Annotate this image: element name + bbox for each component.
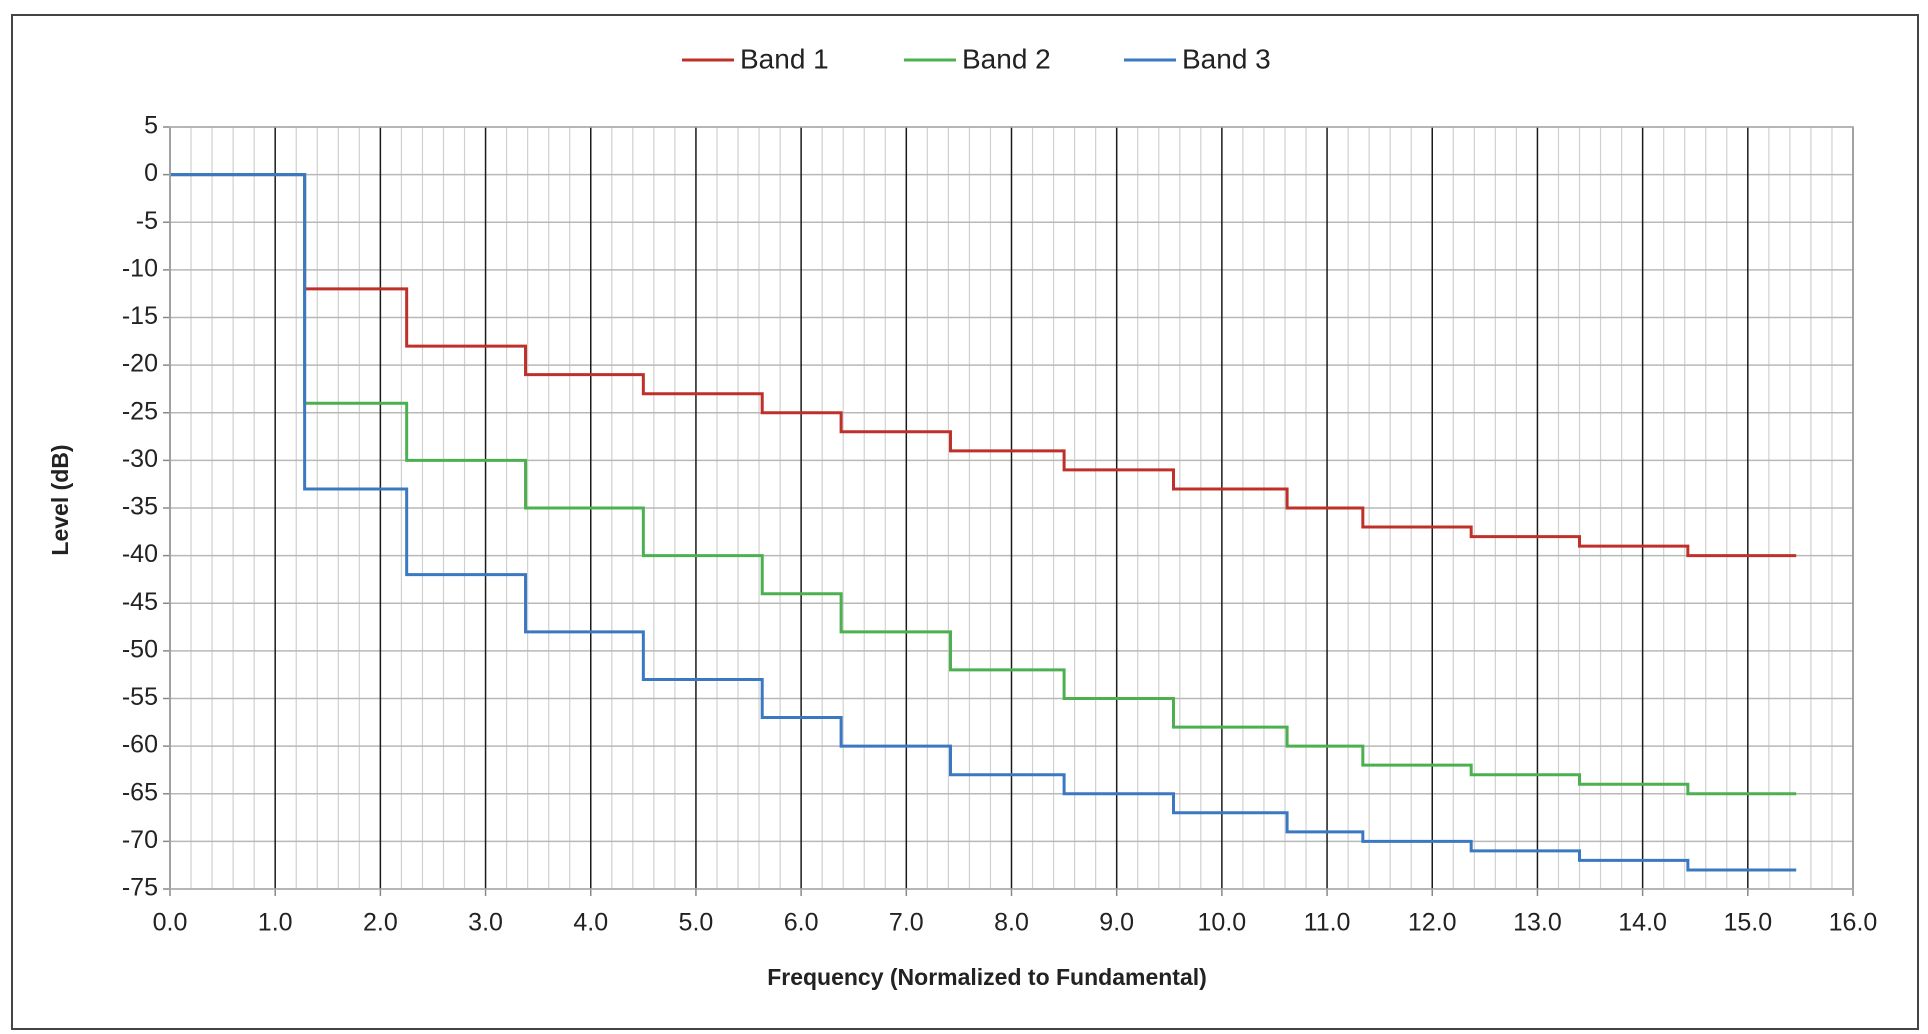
x-tick-label: 8.0 <box>994 909 1029 937</box>
x-tick-label: 5.0 <box>679 909 714 937</box>
y-tick-label: -55 <box>122 683 158 711</box>
y-tick-label: -40 <box>122 540 158 568</box>
y-tick-label: -70 <box>122 826 158 854</box>
x-tick-label: 0.0 <box>153 909 188 937</box>
y-tick-label: -20 <box>122 350 158 378</box>
x-tick-label: 3.0 <box>468 909 503 937</box>
x-tick-label: 4.0 <box>573 909 608 937</box>
x-tick-label: 13.0 <box>1513 909 1562 937</box>
x-tick-label: 1.0 <box>258 909 293 937</box>
legend-label: Band 3 <box>1182 43 1271 74</box>
x-tick-label: 15.0 <box>1723 909 1772 937</box>
step-line <box>170 173 1797 796</box>
x-axis-title: Frequency (Normalized to Fundamental) <box>767 964 1207 990</box>
y-tick-label: -25 <box>122 397 158 425</box>
y-tick-label: -15 <box>122 302 158 330</box>
grid <box>169 126 1854 890</box>
y-tick-label: -30 <box>122 445 158 473</box>
x-tick-label: 14.0 <box>1618 909 1667 937</box>
step-line <box>170 173 1797 558</box>
y-axis-title: Level (dB) <box>47 444 73 555</box>
step-line <box>170 173 1797 872</box>
x-tick-label: 12.0 <box>1408 909 1457 937</box>
x-tick-label: 10.0 <box>1198 909 1247 937</box>
y-tick-label: -35 <box>122 493 158 521</box>
chart-border <box>11 14 1919 1030</box>
y-tick-label: -45 <box>122 588 158 616</box>
y-tick-label: -65 <box>122 778 158 806</box>
y-tick-label: -60 <box>122 731 158 759</box>
y-tick-label: -50 <box>122 635 158 663</box>
x-tick-label: 9.0 <box>1099 909 1134 937</box>
y-tick-label: 5 <box>144 112 158 140</box>
x-tick-label: 11.0 <box>1304 909 1351 937</box>
x-tick-label: 6.0 <box>784 909 819 937</box>
legend-label: Band 1 <box>740 43 829 74</box>
plot-frame <box>169 126 1854 890</box>
y-tick-label: -75 <box>122 874 158 902</box>
x-tick-label: 16.0 <box>1829 909 1878 937</box>
x-tick-label: 2.0 <box>363 909 398 937</box>
y-tick-label: -10 <box>122 254 158 282</box>
plot <box>170 173 1797 872</box>
legend-label: Band 2 <box>962 43 1051 74</box>
y-tick-label: -5 <box>136 207 158 235</box>
x-tick-label: 7.0 <box>889 909 924 937</box>
y-tick-label: 0 <box>144 159 158 187</box>
